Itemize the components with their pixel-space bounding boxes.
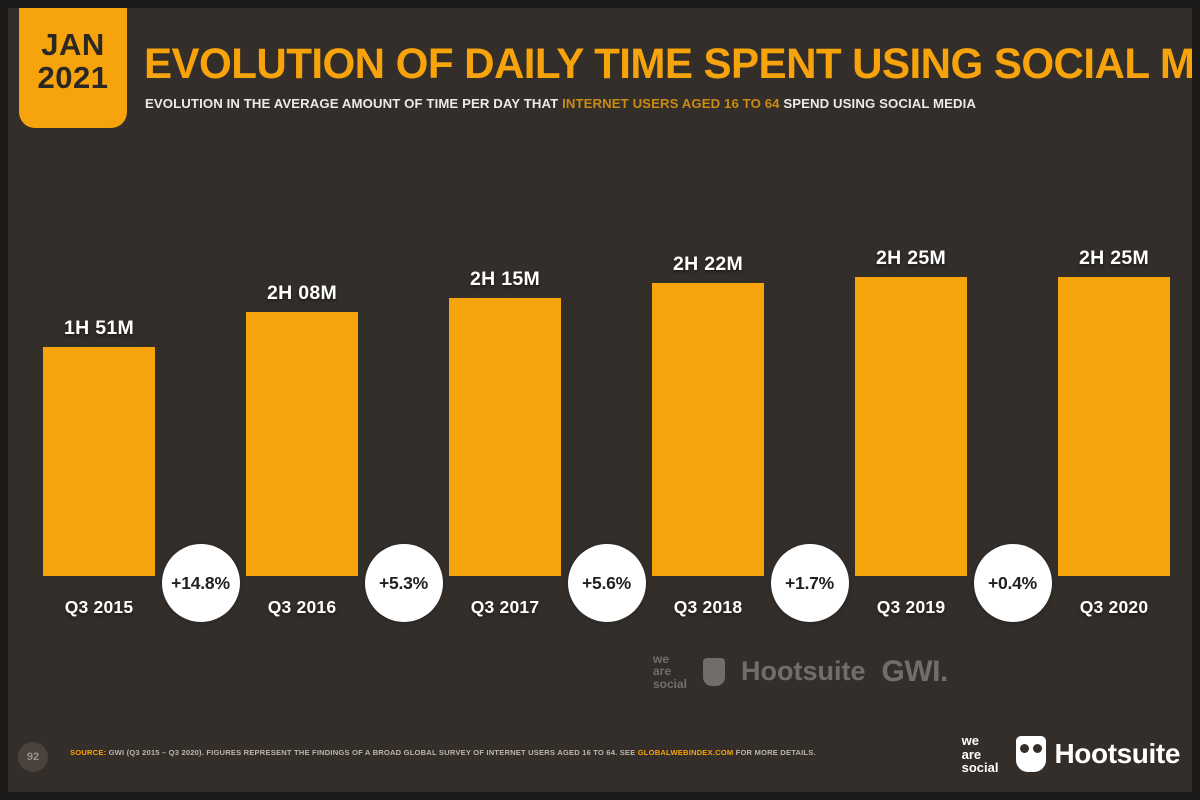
hootsuite-logo: Hootsuite <box>1016 736 1180 773</box>
source-note: SOURCE: GWI (Q3 2015 – Q3 2020). FIGURES… <box>70 748 816 757</box>
source-text-post: FOR MORE DETAILS. <box>733 748 816 757</box>
brand-we: we <box>961 733 979 748</box>
growth-value: +1.7% <box>784 572 835 593</box>
owl-icon <box>1016 736 1047 773</box>
category-label: Q3 2019 <box>876 597 946 617</box>
brand-logos: we are social Hootsuite <box>962 734 1181 775</box>
bar-value-label: 2H 15M <box>469 267 541 290</box>
bar <box>652 283 764 576</box>
watermark-gwi: GWI. <box>881 654 949 688</box>
date-badge: JAN 2021 <box>19 8 127 128</box>
subtitle-pre: EVOLUTION IN THE AVERAGE AMOUNT OF TIME … <box>145 96 563 111</box>
growth-value: +5.6% <box>581 572 632 593</box>
slide-canvas: JAN 2021 EVOLUTION OF DAILY TIME SPENT U… <box>8 8 1192 792</box>
bar <box>43 347 155 576</box>
slide-header: JAN 2021 EVOLUTION OF DAILY TIME SPENT U… <box>8 8 1192 148</box>
we-are-social-logo: we are social <box>962 734 999 775</box>
source-keyword: SOURCE: <box>70 748 107 757</box>
category-label: Q3 2020 <box>1079 597 1149 617</box>
source-url[interactable]: GLOBALWEBINDEX.COM <box>637 748 734 757</box>
slide-footer: 92 SOURCE: GWI (Q3 2015 – Q3 2020). FIGU… <box>8 722 1192 792</box>
bar <box>246 312 358 576</box>
bar-chart: we are social Hootsuite GWI. 1H 51M Q3 2015… <box>8 148 1192 723</box>
bar <box>855 276 967 576</box>
growth-bubble: +1.7% <box>770 544 849 622</box>
subtitle-highlight: INTERNET USERS AGED 16 TO 64 <box>562 96 780 111</box>
bar <box>449 297 561 576</box>
source-text-pre: GWI (Q3 2015 – Q3 2020). FIGURES REPRESE… <box>106 748 638 757</box>
growth-value: +0.4% <box>987 572 1038 593</box>
page-number-badge: 92 <box>18 742 48 772</box>
page-subtitle: EVOLUTION IN THE AVERAGE AMOUNT OF TIME … <box>145 96 976 111</box>
brand-social: social <box>961 760 999 776</box>
growth-value: +14.8% <box>171 572 230 593</box>
bar-value-label: 2H 25M <box>1078 246 1150 269</box>
subtitle-post: SPEND USING SOCIAL MEDIA <box>779 96 977 111</box>
watermark-hootsuite: Hootsuite <box>741 656 866 687</box>
badge-year: 2021 <box>37 59 109 95</box>
growth-bubble: +5.3% <box>364 544 443 622</box>
growth-bubble: +5.6% <box>567 544 646 622</box>
bar-value-label: 1H 51M <box>63 317 135 340</box>
bar-value-label: 2H 22M <box>672 253 744 276</box>
watermark-owl-icon <box>703 657 726 686</box>
bar <box>1058 276 1170 576</box>
category-label: Q3 2015 <box>64 597 134 617</box>
category-label: Q3 2016 <box>267 597 337 617</box>
bar-value-label: 2H 25M <box>875 246 947 269</box>
badge-month: JAN <box>41 26 105 62</box>
bar-value-label: 2H 08M <box>266 282 338 304</box>
category-label: Q3 2017 <box>470 597 540 617</box>
brand-are: are <box>961 746 982 762</box>
watermark: we are social Hootsuite GWI. <box>653 652 949 691</box>
page-title: EVOLUTION OF DAILY TIME SPENT USING SOCI… <box>144 40 1192 88</box>
hootsuite-wordmark: Hootsuite <box>1054 738 1180 770</box>
growth-bubble: +0.4% <box>973 544 1052 622</box>
category-label: Q3 2018 <box>673 597 743 617</box>
watermark-we-are-social: we are social <box>653 652 688 691</box>
growth-bubble: +14.8% <box>161 544 240 622</box>
growth-value: +5.3% <box>378 572 429 593</box>
